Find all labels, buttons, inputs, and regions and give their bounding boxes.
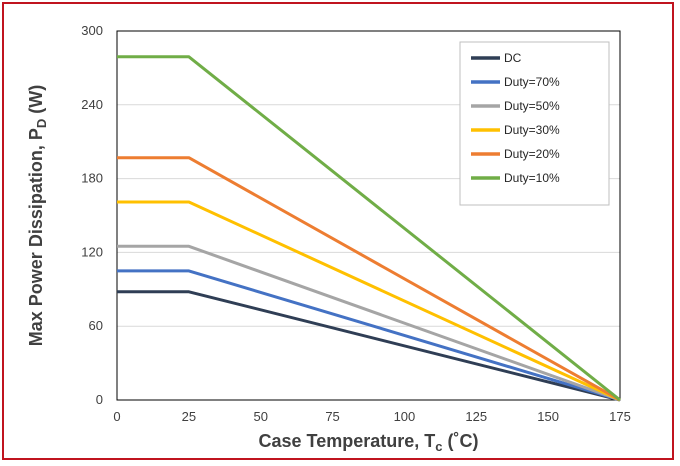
y-axis-title: Max Power Dissipation, PD (W) bbox=[26, 85, 49, 346]
y-tick-labels: 0 60 120 180 240 300 bbox=[81, 23, 103, 407]
plot-area-border bbox=[116, 30, 621, 401]
series-line-0 bbox=[117, 290, 621, 402]
y-tick-label: 300 bbox=[81, 23, 103, 38]
series-line-1 bbox=[117, 269, 621, 402]
x-tick-label: 150 bbox=[537, 409, 559, 424]
y-tick-label: 180 bbox=[81, 171, 103, 186]
legend-items: DC Duty=70% Duty=50% Duty=30% Duty=20% Duty=1… bbox=[471, 51, 560, 185]
x-tick-label: 125 bbox=[465, 409, 487, 424]
y-tick-label: 240 bbox=[81, 97, 103, 112]
x-axis-title-main: Case Temperature, T bbox=[259, 431, 436, 451]
x-axis-title-subscript: c bbox=[435, 439, 442, 454]
y-tick-label: 120 bbox=[81, 244, 103, 259]
series-line-4 bbox=[117, 156, 621, 402]
x-axis-title-unit: (˚C) bbox=[442, 431, 478, 451]
x-tick-label: 75 bbox=[325, 409, 339, 424]
series-line-3 bbox=[117, 200, 621, 402]
legend-label: Duty=10% bbox=[504, 171, 560, 185]
y-axis-title-subscript: D bbox=[34, 119, 49, 128]
y-tick-label: 0 bbox=[96, 392, 103, 407]
x-tick-label: 100 bbox=[394, 409, 416, 424]
y-axis-title-main: Max Power Dissipation, P bbox=[26, 128, 46, 346]
series-line-2 bbox=[117, 244, 621, 402]
x-tick-label: 50 bbox=[253, 409, 267, 424]
x-tick-label: 175 bbox=[609, 409, 631, 424]
x-axis-title: Case Temperature, Tc (˚C) bbox=[259, 431, 479, 454]
series-lines bbox=[117, 55, 621, 402]
legend-label: Duty=20% bbox=[504, 147, 560, 161]
legend-label: DC bbox=[504, 51, 522, 65]
x-tick-labels: 0 25 50 75 100 125 150 175 bbox=[113, 409, 630, 424]
legend-label: Duty=50% bbox=[504, 99, 560, 113]
legend: DC Duty=70% Duty=50% Duty=30% Duty=20% Duty=1… bbox=[459, 41, 610, 206]
series-line-5 bbox=[117, 55, 621, 402]
legend-label: Duty=70% bbox=[504, 75, 560, 89]
x-tick-label: 0 bbox=[113, 409, 120, 424]
y-tick-label: 60 bbox=[89, 318, 103, 333]
y-axis-title-unit: (W) bbox=[26, 85, 46, 119]
legend-label: Duty=30% bbox=[504, 123, 560, 137]
x-tick-label: 25 bbox=[182, 409, 196, 424]
